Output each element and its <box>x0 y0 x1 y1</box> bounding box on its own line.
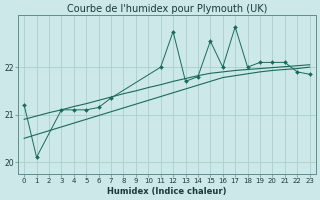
Title: Courbe de l'humidex pour Plymouth (UK): Courbe de l'humidex pour Plymouth (UK) <box>67 4 267 14</box>
X-axis label: Humidex (Indice chaleur): Humidex (Indice chaleur) <box>107 187 227 196</box>
